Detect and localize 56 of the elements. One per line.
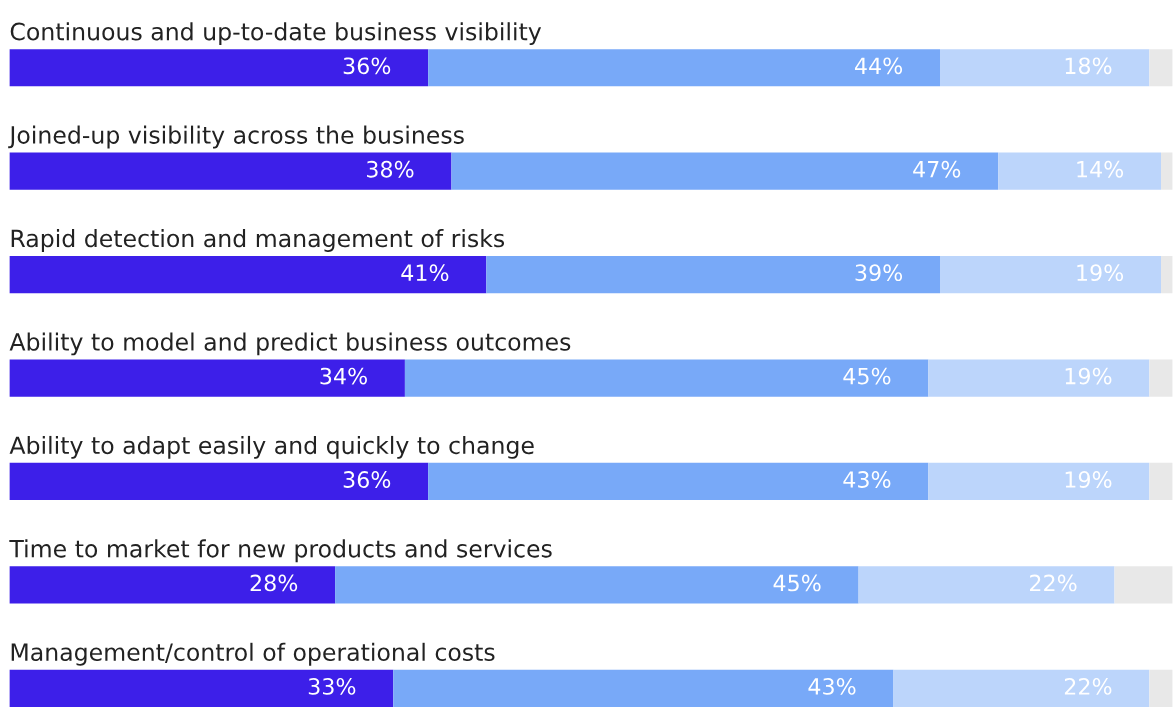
bar: [1114, 566, 1173, 604]
data-label: 19%: [1077, 264, 1124, 282]
bar: [404, 359, 929, 397]
y-tick-label: Ability to model and predict business outcomes: [9, 332, 571, 356]
data-label: 19%: [1065, 367, 1112, 385]
bar: [335, 566, 859, 604]
bar: [858, 566, 1115, 604]
data-label: 45%: [773, 574, 821, 592]
data-label: 34%: [320, 367, 367, 385]
data-label: 45%: [843, 367, 891, 385]
bar: [1149, 462, 1173, 501]
data-label: 14%: [1077, 160, 1124, 178]
data-label: 22%: [1064, 677, 1112, 695]
bar: [998, 152, 1162, 190]
bar: [428, 49, 940, 87]
data-label: 28%: [250, 574, 298, 592]
bar: [1149, 359, 1173, 397]
data-label: 38%: [367, 160, 414, 178]
y-tick-label: Rapid detection and management of risks: [11, 229, 505, 252]
bar: [451, 152, 999, 190]
bar: [9, 49, 429, 87]
bar: [9, 359, 405, 397]
bar: [1149, 49, 1173, 87]
bar: [1161, 152, 1173, 190]
data-label: 36%: [343, 57, 391, 75]
bar: [9, 462, 429, 501]
y-tick-label: Ability to adapt easily and quickly to change: [9, 435, 534, 459]
bar: [428, 462, 929, 501]
bar: [1149, 669, 1173, 707]
bar: [9, 152, 452, 190]
bar: [940, 256, 1162, 294]
data-label: 43%: [843, 471, 891, 488]
bar: [928, 462, 1150, 501]
data-label: 33%: [308, 677, 356, 695]
data-label: 39%: [855, 264, 903, 282]
data-label: 41%: [401, 264, 449, 282]
y-tick-label: Continuous and up-to-date business visibility: [10, 22, 542, 46]
bar: [893, 669, 1150, 707]
bar: [9, 566, 336, 604]
y-tick-label: Management/control of operational costs: [11, 642, 495, 666]
data-label: 43%: [808, 677, 856, 695]
bar: [486, 256, 940, 294]
bar: [9, 669, 394, 707]
y-tick-label: Time to market for new products and services: [9, 539, 552, 563]
bar: [393, 669, 894, 707]
bar: [1161, 256, 1173, 294]
bar: [928, 359, 1150, 397]
bar: [940, 49, 1150, 87]
data-label: 22%: [1030, 574, 1077, 592]
data-label: 44%: [854, 57, 903, 75]
data-label: 47%: [913, 160, 961, 178]
data-label: 18%: [1065, 57, 1112, 75]
y-tick-label: Joined-up visibility across the business: [8, 125, 464, 149]
bar: [9, 256, 487, 294]
data-label: 19%: [1065, 471, 1112, 488]
data-label: 36%: [343, 471, 391, 488]
